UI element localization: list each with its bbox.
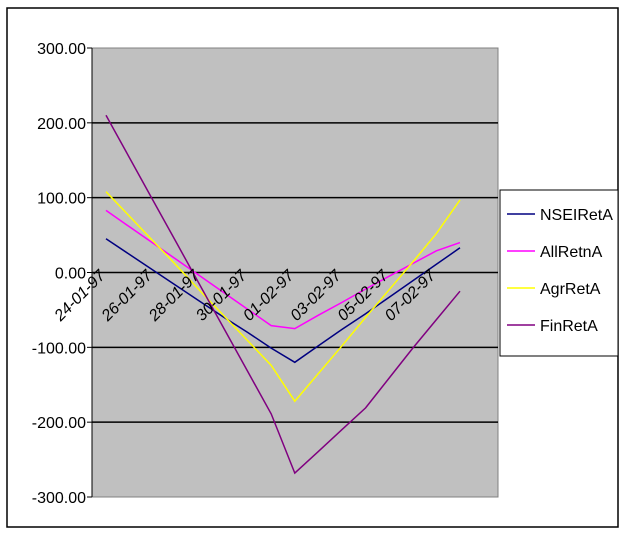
series-line — [105, 191, 461, 403]
series-line — [105, 238, 461, 364]
series-line — [105, 114, 461, 475]
gridlines — [92, 122, 498, 423]
series-lines — [105, 114, 461, 475]
y-tick-label: -300.00 — [32, 490, 86, 507]
y-tick-label: -200.00 — [32, 415, 86, 432]
legend-label: FinRetA — [540, 318, 598, 335]
legend-label: AgrRetA — [540, 281, 601, 298]
axes — [87, 47, 93, 498]
y-tick-labels: 300.00 200.00 100.00 0.00 -100.00 -200.00 -300… — [32, 41, 86, 507]
y-tick-label: 0.00 — [55, 266, 86, 283]
y-tick-label: 100.00 — [37, 191, 86, 208]
series-line — [105, 209, 461, 330]
legend-box — [499, 189, 619, 357]
y-tick-label: 300.00 — [37, 41, 86, 58]
legend: NSEIRetA AllRetnA AgrRetA FinRetA — [499, 189, 619, 357]
y-tick-label: 200.00 — [37, 116, 86, 133]
legend-label: AllRetnA — [540, 244, 603, 261]
y-tick-label: -100.00 — [32, 340, 86, 357]
legend-label: NSEIRetA — [540, 207, 613, 224]
